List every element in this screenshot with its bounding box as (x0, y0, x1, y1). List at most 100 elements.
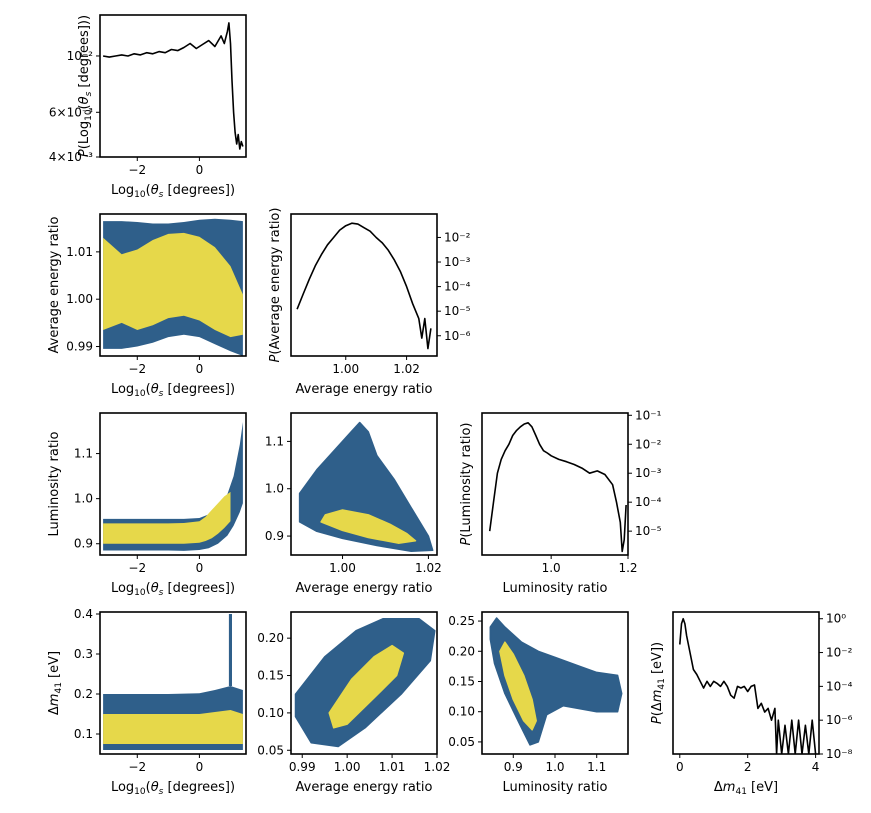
axes-frame (290, 213, 438, 357)
axes-frame (290, 412, 438, 556)
y-tick-label: 1.0 (74, 492, 93, 506)
y-tick-label: 10⁻⁵ (635, 524, 662, 538)
y-tick-label: 1.00 (66, 292, 93, 306)
y-tick-label: 10⁻⁶ (826, 713, 853, 727)
plot-area (679, 617, 817, 754)
series-line (679, 617, 817, 754)
y-axis-label: Average energy ratio (47, 216, 62, 353)
x-tick-label: 2 (744, 760, 752, 774)
y-tick-label: 10⁻³ (635, 466, 662, 480)
y-tick-label: 0.05 (257, 743, 284, 757)
x-tick-label: 0 (196, 760, 204, 774)
x-tick-label: 0 (196, 362, 204, 376)
y-tick-label: 1.1 (265, 434, 284, 448)
plot-area (488, 421, 627, 553)
x-axis-label: Luminosity ratio (502, 780, 607, 795)
y-tick-label: 0.9 (74, 537, 93, 551)
x-tick-label: 1.00 (329, 561, 356, 575)
x-axis-label: Average energy ratio (296, 780, 433, 795)
plot-area (103, 614, 243, 750)
x-axis-label: Luminosity ratio (502, 581, 607, 596)
x-tick-label: 0 (196, 163, 204, 177)
subplot-p21: 1.00 1.02 0.9 1.0 1.1 Average energy ratio (265, 412, 442, 596)
y-axis-label: Δm41 [eV] (47, 651, 64, 715)
y-tick-label: 0.15 (448, 674, 475, 688)
x-tick-label: 1.00 (334, 760, 361, 774)
y-tick-label: 10⁻² (67, 49, 94, 63)
y-tick-label: 1.1 (74, 447, 93, 461)
y-tick-label: 10⁻² (826, 646, 853, 660)
y-tick-label: 0.4 (74, 607, 93, 621)
x-tick-label: 1.2 (618, 561, 637, 575)
subplot-p30: −2 0 0.1 0.2 0.3 0.4 Log10(θs [degrees]) Δm41 [… (47, 607, 247, 797)
subplot-p33: 0 2 4 10⁰ 10⁻² 10⁻⁴ 10⁻⁶ 10⁻⁸ Δm41 [eV] P(Δm41 [e… (650, 611, 853, 797)
subplot-p20: −2 0 0.9 1.0 1.1 Log10(θs [degrees]) Luminosit… (47, 412, 247, 598)
inner-density-region (320, 509, 417, 544)
x-axis-label: Average energy ratio (296, 581, 433, 596)
y-tick-label: 10⁻⁸ (826, 747, 853, 761)
plot-area (296, 222, 432, 350)
y-tick-label: 10⁻³ (444, 255, 471, 269)
x-axis-label: Log10(θs [degrees]) (111, 382, 235, 399)
x-tick-label: 1.0 (542, 561, 561, 575)
inner-density-region (103, 710, 243, 744)
y-tick-label: 0.1 (74, 727, 93, 741)
x-tick-label: −2 (128, 760, 146, 774)
y-tick-label: 1.0 (265, 482, 284, 496)
y-tick-label: 0.3 (74, 647, 93, 661)
x-tick-label: 0 (196, 561, 204, 575)
plot-area (102, 22, 244, 150)
x-tick-label: 1.1 (587, 760, 606, 774)
x-axis-label: Δm41 [eV] (714, 780, 778, 797)
x-tick-label: 0.99 (289, 760, 316, 774)
series-line (296, 222, 432, 350)
y-tick-label: 4×10⁻³ (49, 150, 93, 164)
y-tick-label: 10⁻⁴ (826, 679, 853, 693)
x-axis-label: Average energy ratio (296, 382, 433, 397)
y-tick-label: 0.15 (257, 669, 284, 683)
y-tick-label: 10⁻⁵ (444, 304, 471, 318)
y-tick-label: 0.2 (74, 687, 93, 701)
y-tick-label: 10⁰ (826, 612, 846, 626)
inner-density-region (103, 232, 243, 338)
subplot-p10: −2 0 0.99 1.00 1.01 Log10(θs [degrees]) Averag… (47, 213, 247, 399)
y-tick-label: 10⁻² (635, 437, 662, 451)
x-tick-label: 1.02 (424, 760, 451, 774)
y-tick-label: 10⁻⁴ (444, 280, 471, 294)
x-tick-label: 1.01 (379, 760, 406, 774)
y-tick-label: 0.20 (257, 631, 284, 645)
x-tick-label: 1.00 (332, 362, 359, 376)
y-tick-label: 0.99 (66, 340, 93, 354)
y-tick-label: 10⁻² (444, 230, 471, 244)
y-tick-label: 10⁻⁴ (635, 495, 662, 509)
x-tick-label: 1.02 (393, 362, 420, 376)
subplot-p31: 0.99 1.00 1.01 1.02 0.05 0.10 0.15 0.20 Average … (257, 611, 451, 795)
x-tick-label: 1.0 (545, 760, 564, 774)
x-tick-label: −2 (128, 163, 146, 177)
axes-frame (99, 412, 247, 556)
y-axis-label: P(Luminosity ratio) (459, 423, 474, 546)
y-tick-label: 1.01 (66, 245, 93, 259)
x-axis-label: Log10(θs [degrees]) (111, 183, 235, 200)
y-tick-label: 10⁻⁶ (444, 329, 471, 343)
axes-frame (290, 611, 438, 755)
plot-area (103, 422, 243, 551)
plot-area (294, 617, 436, 748)
axes-frame (99, 213, 247, 357)
plot-area (298, 421, 434, 552)
y-axis-label: P(Δm41 [eV]) (650, 642, 667, 724)
series-line (102, 22, 244, 150)
subplot-p11: 1.00 1.02 10⁻² 10⁻³ 10⁻⁴ 10⁻⁵ 10⁻⁶ Average ener… (268, 208, 471, 397)
y-tick-label: 0.10 (257, 706, 284, 720)
plot-area (489, 617, 623, 746)
y-tick-label: 0.20 (448, 644, 475, 658)
y-tick-label: 10⁻¹ (635, 408, 662, 422)
x-tick-label: −2 (128, 561, 146, 575)
x-axis-label: Log10(θs [degrees]) (111, 780, 235, 797)
axes-frame (672, 611, 820, 755)
y-tick-label: 0.9 (265, 529, 284, 543)
x-axis-label: Log10(θs [degrees]) (111, 581, 235, 598)
y-axis-label: P(Log10(θs [degrees])) (77, 15, 94, 157)
axes-frame (481, 412, 629, 556)
y-tick-label: 0.10 (448, 705, 475, 719)
